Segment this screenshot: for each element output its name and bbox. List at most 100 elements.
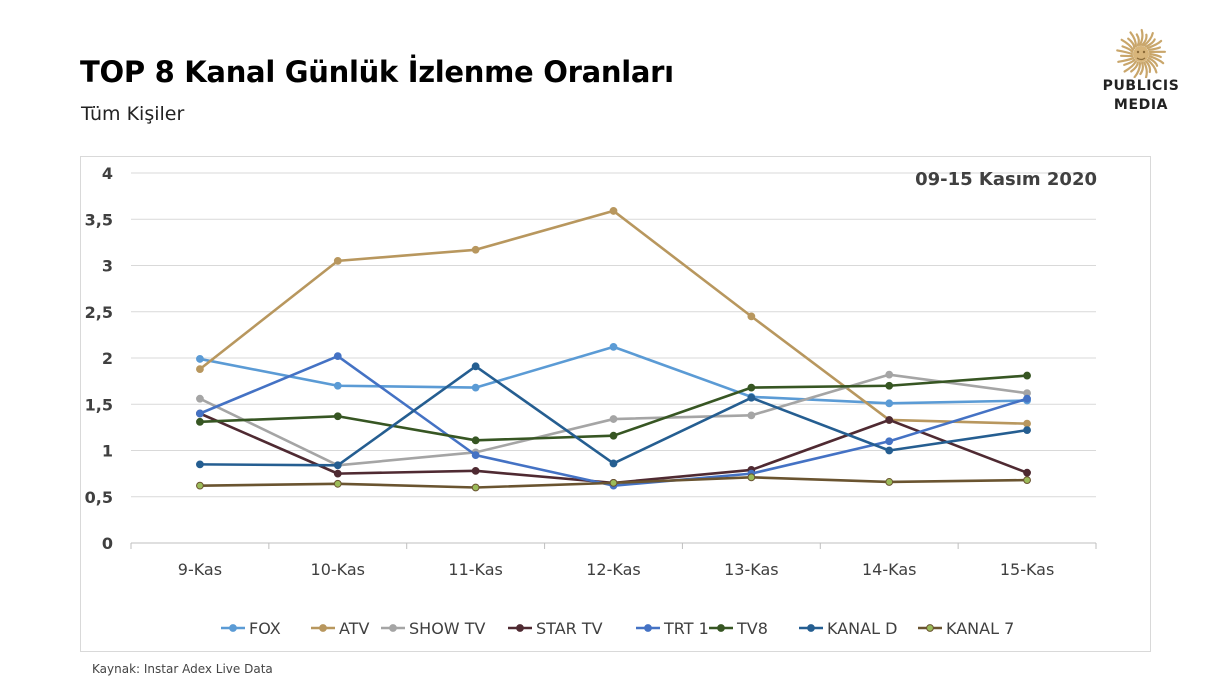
legend-item: TRT 1 [636, 619, 709, 638]
legend-swatch-marker [319, 624, 327, 632]
series-lines [196, 207, 1031, 492]
legend-swatch-marker [516, 624, 524, 632]
legend-label: SHOW TV [409, 619, 485, 638]
lion-head-icon [1116, 28, 1166, 79]
x-tick-label: 15-Kas [1000, 560, 1054, 579]
data-point [1023, 394, 1031, 403]
series-kanal-7 [196, 473, 1031, 492]
data-point [885, 370, 894, 379]
legend-item: KANAL D [799, 619, 897, 638]
source-note: Kaynak: Instar Adex Live Data [92, 662, 273, 676]
data-point [471, 483, 480, 492]
data-point [609, 207, 618, 215]
data-point [609, 343, 618, 351]
legend-label: FOX [249, 619, 281, 638]
series-line [199, 345, 1028, 405]
mane-ray [1121, 45, 1134, 53]
legend: FOX ATV SHOW TV STAR TV TRT 1 TV8 KANAL D KANAL… [221, 619, 1014, 638]
data-point [333, 412, 342, 421]
axes: 0 0,5 1 1,5 2 2,5 3 3,5 4 9-Kas 10-Kas 11-Kas 12-Kas… [85, 164, 1097, 579]
x-tick-label: 9-Kas [178, 560, 222, 579]
data-point [196, 355, 204, 363]
legend-swatch-marker [389, 624, 397, 632]
y-tick-label: 0,5 [85, 488, 113, 507]
data-point [609, 478, 618, 487]
data-point [747, 383, 756, 392]
data-point [885, 399, 894, 408]
data-point [333, 256, 342, 265]
x-tick-label: 14-Kas [862, 560, 916, 579]
data-point [333, 352, 342, 361]
page-subtitle: Tüm Kişiler [81, 103, 185, 125]
y-tick-label: 0 [102, 534, 113, 553]
mane-ray [1120, 38, 1135, 51]
logo-text-publicis: PUBLICIS [1102, 78, 1180, 94]
date-range-annotation: 09-15 Kasım 2020 [915, 169, 1097, 190]
mane-ray [1143, 31, 1154, 47]
data-point [196, 417, 204, 426]
data-point [885, 381, 894, 390]
data-point [196, 409, 204, 418]
mane-ray [1138, 28, 1144, 47]
data-point [609, 431, 618, 440]
legend-swatch-marker [644, 624, 652, 632]
data-point [1023, 371, 1031, 380]
publicis-media-logo: PUBLICIS MEDIA [1086, 28, 1196, 123]
data-point [471, 436, 480, 445]
data-point [196, 481, 204, 490]
mane-ray [1143, 61, 1148, 79]
x-tick-label: 12-Kas [586, 560, 640, 579]
mane-ray [1127, 37, 1136, 50]
legend-swatch-marker [807, 624, 815, 632]
legend-item: STAR TV [508, 619, 603, 638]
data-point [1023, 476, 1031, 485]
data-point [609, 415, 618, 423]
legend-item: FOX [221, 619, 281, 638]
legend-label: ATV [339, 619, 369, 638]
mane-ray [1145, 60, 1152, 74]
legend-label: STAR TV [536, 619, 603, 638]
data-point [747, 411, 756, 420]
data-point [471, 466, 480, 475]
data-point [196, 460, 204, 469]
data-point [196, 394, 204, 403]
series-tv8 [196, 371, 1031, 445]
page-title: TOP 8 Kanal Günlük İzlenme Oranları [80, 55, 674, 89]
data-point [1023, 426, 1031, 435]
mane-ray [1117, 57, 1135, 63]
data-point [333, 381, 342, 390]
data-point [333, 469, 342, 478]
data-point [747, 393, 756, 402]
data-point [1023, 468, 1031, 477]
legend-item: ATV [311, 619, 369, 638]
legend-item: TV8 [709, 619, 768, 638]
legend-item: SHOW TV [381, 619, 485, 638]
data-point [885, 478, 894, 486]
mane-ray [1135, 33, 1140, 47]
data-point [747, 312, 756, 321]
data-point [333, 461, 342, 470]
legend-label: TV8 [736, 619, 768, 638]
legend-item: KANAL 7 [918, 619, 1014, 638]
y-tick-label: 4 [102, 164, 113, 183]
mane-ray [1140, 33, 1148, 47]
series-line [199, 209, 1028, 425]
data-point [1023, 419, 1031, 428]
data-point [471, 383, 480, 392]
y-tick-label: 2,5 [85, 303, 113, 322]
data-point [196, 365, 204, 374]
mane-ray [1129, 31, 1137, 48]
mane-ray [1123, 60, 1137, 73]
mane-ray [1133, 61, 1142, 79]
mane-ray [1146, 58, 1158, 74]
legend-label: TRT 1 [663, 619, 709, 638]
data-point [333, 479, 342, 488]
mane-ray [1148, 52, 1162, 59]
legend-label: KANAL 7 [946, 619, 1014, 638]
line-chart: 0 0,5 1 1,5 2 2,5 3 3,5 4 9-Kas 10-Kas 11-Kas 12-Kas… [85, 164, 1097, 638]
x-tick-label: 10-Kas [311, 560, 365, 579]
data-point [885, 416, 894, 424]
legend-swatch-marker [229, 624, 237, 632]
mane-ray [1147, 57, 1159, 67]
y-tick-label: 1,5 [85, 395, 113, 414]
